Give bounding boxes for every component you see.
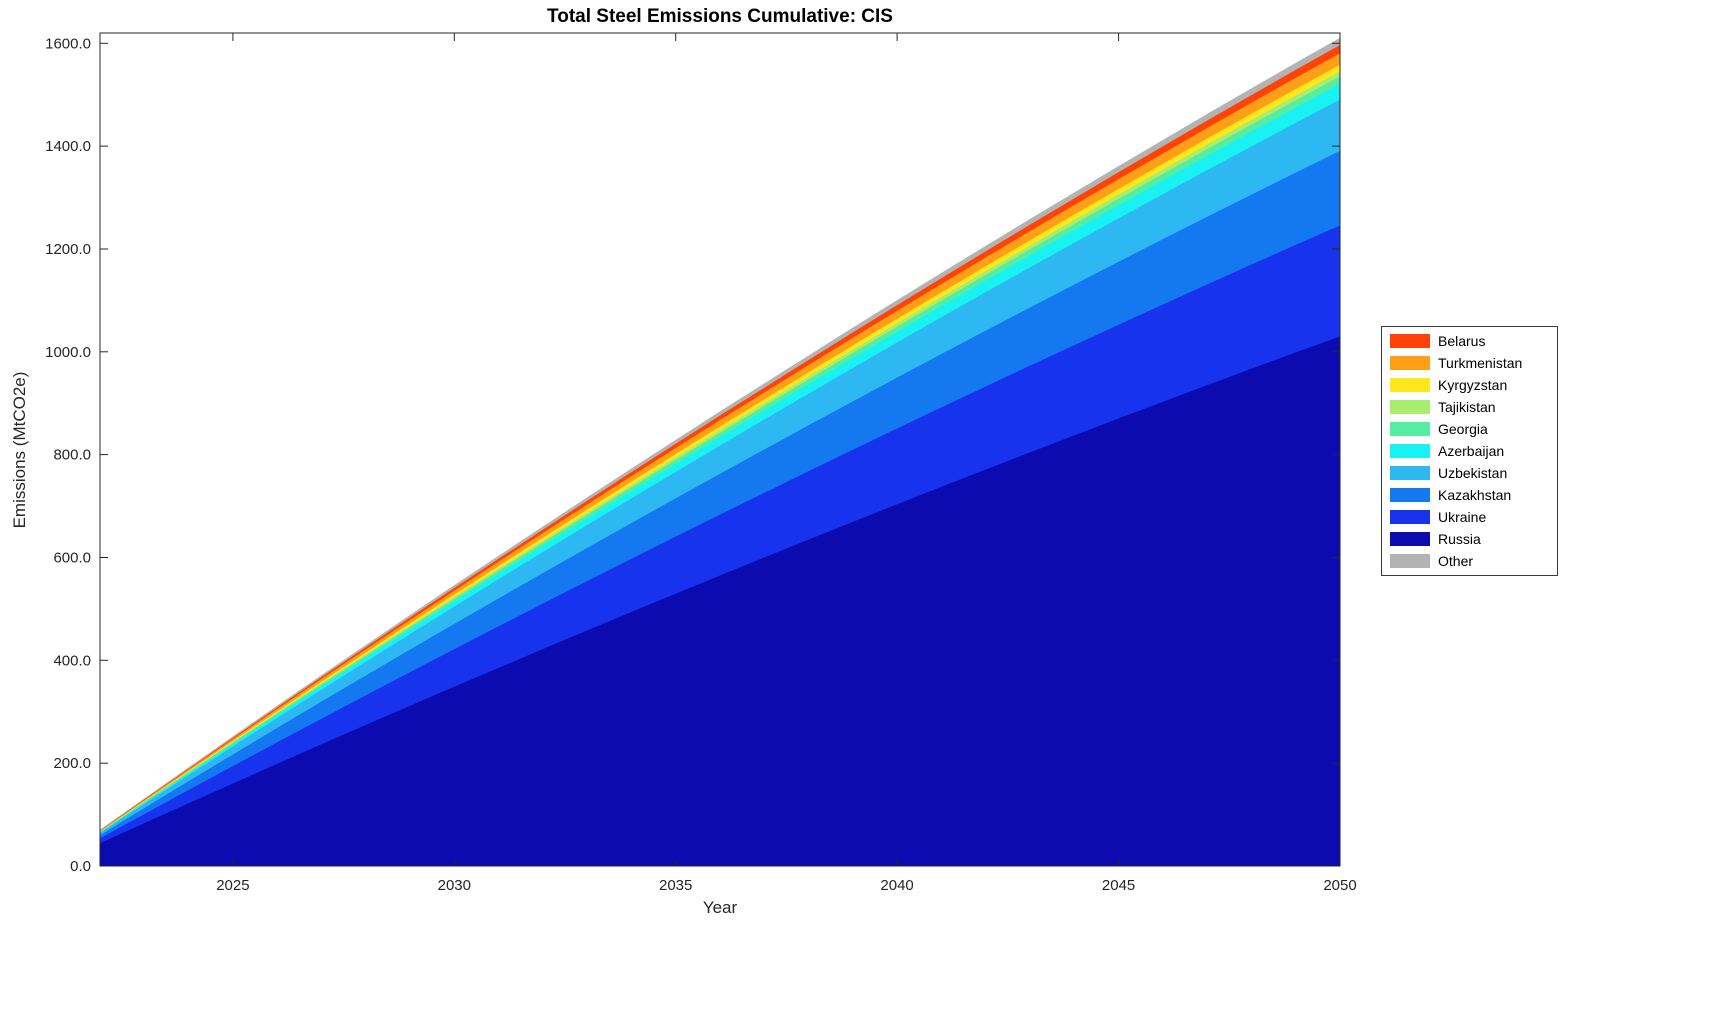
legend-label: Ukraine xyxy=(1438,509,1487,525)
y-tick-label: 1200.0 xyxy=(45,241,91,258)
y-tick-label: 0.0 xyxy=(70,858,91,875)
legend-entry-kazakhstan: Kazakhstan xyxy=(1382,484,1557,506)
legend-entry-russia: Russia xyxy=(1382,528,1557,550)
legend-label: Belarus xyxy=(1438,333,1486,349)
chart-title: Total Steel Emissions Cumulative: CIS xyxy=(547,6,893,27)
y-axis-label: Emissions (MtCO2e) xyxy=(10,371,29,529)
legend-entry-georgia: Georgia xyxy=(1382,418,1557,440)
legend-swatch xyxy=(1390,488,1430,502)
legend-entry-other: Other xyxy=(1382,550,1557,572)
y-tick-label: 600.0 xyxy=(53,550,91,567)
legend-swatch xyxy=(1390,356,1430,370)
legend-label: Kazakhstan xyxy=(1438,487,1512,503)
legend-swatch xyxy=(1390,422,1430,436)
legend-label: Kyrgyzstan xyxy=(1438,377,1508,393)
legend-entry-azerbaijan: Azerbaijan xyxy=(1382,440,1557,462)
legend-label: Azerbaijan xyxy=(1438,443,1505,459)
y-tick-label: 1400.0 xyxy=(45,138,91,155)
x-axis-label: Year xyxy=(702,898,738,917)
y-tick-label: 1000.0 xyxy=(45,344,91,361)
legend-entry-belarus: Belarus xyxy=(1382,330,1557,352)
legend-swatch xyxy=(1390,466,1430,480)
x-tick-label: 2025 xyxy=(216,877,249,894)
legend-label: Turkmenistan xyxy=(1438,355,1523,371)
legend-label: Tajikistan xyxy=(1438,399,1496,415)
legend-label: Georgia xyxy=(1438,421,1488,437)
x-tick-label: 2030 xyxy=(438,877,471,894)
y-tick-label: 800.0 xyxy=(53,447,91,464)
legend-entry-turkmenistan: Turkmenistan xyxy=(1382,352,1557,374)
legend-swatch xyxy=(1390,378,1430,392)
legend-swatch xyxy=(1390,554,1430,568)
legend-swatch xyxy=(1390,334,1430,348)
legend-swatch xyxy=(1390,400,1430,414)
legend-label: Russia xyxy=(1438,531,1481,547)
x-tick-label: 2045 xyxy=(1102,877,1135,894)
legend-swatch xyxy=(1390,532,1430,546)
legend-entry-uzbekistan: Uzbekistan xyxy=(1382,462,1557,484)
x-tick-label: 2050 xyxy=(1323,877,1356,894)
y-tick-label: 1600.0 xyxy=(45,35,91,52)
legend-swatch xyxy=(1390,444,1430,458)
legend-swatch xyxy=(1390,510,1430,524)
legend-entry-kyrgyzstan: Kyrgyzstan xyxy=(1382,374,1557,396)
legend: Belarus Turkmenistan Kyrgyzstan Tajikistan G… xyxy=(1381,326,1558,576)
legend-label: Other xyxy=(1438,553,1474,569)
x-tick-label: 2035 xyxy=(659,877,692,894)
x-tick-label: 2040 xyxy=(880,877,913,894)
axes-box xyxy=(99,32,1341,867)
legend-entry-tajikistan: Tajikistan xyxy=(1382,396,1557,418)
legend-entry-ukraine: Ukraine xyxy=(1382,506,1557,528)
y-tick-label: 200.0 xyxy=(53,755,91,772)
legend-label: Uzbekistan xyxy=(1438,465,1508,481)
y-tick-label: 400.0 xyxy=(53,652,91,669)
